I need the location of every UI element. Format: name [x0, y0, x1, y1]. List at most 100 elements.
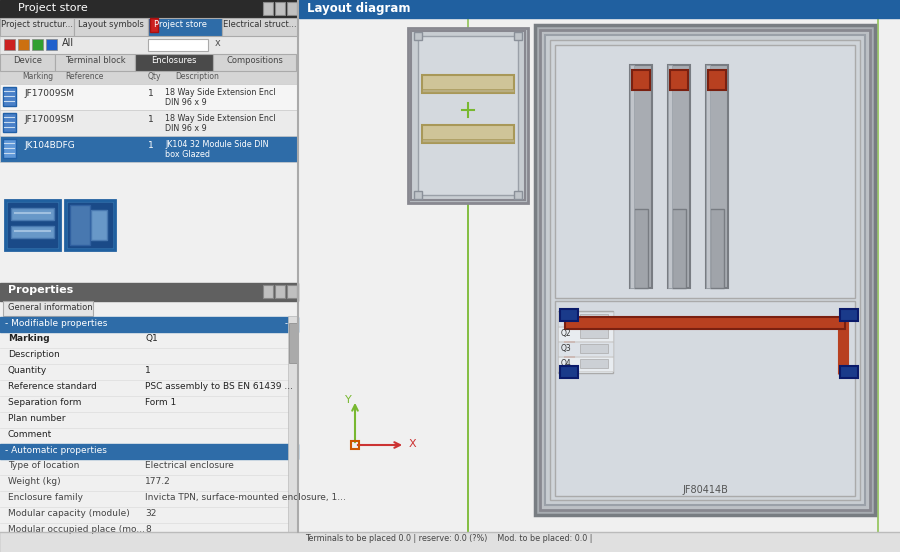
Bar	[3, 301, 93, 316]
Bar	[555, 45, 855, 298]
Bar	[0, 317, 298, 332]
Bar	[8, 203, 57, 247]
Text: Modular capacity (module): Modular capacity (module)	[8, 509, 130, 518]
Text: 1: 1	[148, 141, 154, 150]
Text: Invicta TPN, surface-mounted enclosure, 1...: Invicta TPN, surface-mounted enclosure, …	[145, 493, 346, 502]
Bar	[148, 18, 222, 36]
Text: Y: Y	[345, 395, 352, 405]
Bar	[11, 226, 54, 238]
Bar	[580, 314, 608, 323]
Text: 177.2: 177.2	[145, 477, 171, 486]
Text: Project structur...: Project structur...	[1, 20, 73, 29]
Bar	[287, 2, 297, 15]
Text: Project store: Project store	[18, 3, 88, 13]
Text: Reference: Reference	[65, 72, 104, 81]
Bar	[65, 200, 115, 250]
Bar	[91, 210, 107, 240]
Bar	[4, 39, 15, 50]
Text: 1: 1	[148, 89, 154, 98]
Bar	[580, 344, 608, 353]
Text: Type of location: Type of location	[8, 461, 79, 470]
Text: Q1: Q1	[145, 334, 158, 343]
Bar	[287, 285, 297, 298]
Text: 1: 1	[148, 115, 154, 124]
Bar	[299, 0, 900, 552]
Bar	[288, 316, 298, 539]
Text: Layout diagram: Layout diagram	[307, 2, 410, 15]
Bar	[18, 39, 29, 50]
Text: Description: Description	[8, 350, 59, 359]
Bar	[70, 205, 90, 245]
Bar	[0, 0, 298, 552]
Text: Q2: Q2	[561, 329, 572, 338]
Bar	[414, 32, 422, 40]
Bar	[222, 18, 298, 36]
Bar	[840, 366, 858, 378]
Bar	[672, 209, 686, 288]
Text: Properties: Properties	[8, 285, 73, 295]
Bar	[0, 0, 298, 18]
Bar	[74, 18, 148, 36]
Text: Electrical struct...: Electrical struct...	[223, 20, 297, 29]
Bar	[213, 54, 296, 71]
Bar	[275, 285, 285, 298]
Bar	[32, 39, 43, 50]
Bar	[535, 25, 875, 515]
Bar	[0, 136, 298, 162]
Bar	[630, 65, 652, 288]
Text: 32: 32	[145, 509, 157, 518]
Bar	[5, 200, 60, 250]
Bar	[135, 54, 213, 71]
Bar	[580, 329, 608, 338]
Bar	[422, 139, 514, 142]
Bar	[558, 312, 613, 326]
Bar	[514, 32, 522, 40]
Bar	[540, 30, 870, 510]
Text: Device: Device	[13, 56, 42, 65]
Bar	[3, 113, 16, 132]
Bar	[560, 366, 578, 378]
Bar	[580, 359, 608, 368]
Text: Plan number: Plan number	[8, 414, 66, 423]
Text: 1: 1	[145, 366, 151, 375]
Bar	[411, 31, 525, 200]
Bar	[558, 327, 613, 341]
Text: All: All	[62, 38, 74, 48]
Bar	[558, 311, 613, 373]
Text: Weight (kg): Weight (kg)	[8, 477, 60, 486]
Bar	[46, 39, 57, 50]
Bar	[545, 35, 865, 505]
Bar	[565, 317, 845, 329]
Text: Separation form: Separation form	[8, 398, 81, 407]
Bar	[840, 309, 858, 321]
Text: DIN 96 x 9: DIN 96 x 9	[165, 124, 207, 133]
Text: Q1: Q1	[561, 314, 572, 323]
Text: Enclosures: Enclosures	[151, 56, 197, 65]
Bar	[668, 65, 690, 288]
Bar	[150, 18, 158, 32]
Text: Reference standard: Reference standard	[8, 382, 97, 391]
Bar	[0, 532, 900, 552]
Text: x: x	[215, 38, 220, 48]
Bar	[263, 285, 273, 298]
Bar	[706, 65, 710, 288]
Text: General information: General information	[8, 303, 93, 312]
Bar	[0, 444, 298, 459]
Text: Form 1: Form 1	[145, 398, 176, 407]
Text: X: X	[409, 439, 417, 449]
Bar	[710, 209, 724, 288]
Bar	[68, 203, 112, 247]
Bar	[408, 28, 528, 203]
Bar	[422, 125, 514, 143]
Bar	[299, 0, 900, 18]
Bar	[668, 65, 672, 288]
Text: Enclosure family: Enclosure family	[8, 493, 83, 502]
Bar	[555, 301, 855, 496]
Bar	[414, 191, 422, 199]
Bar	[630, 65, 634, 288]
Bar	[0, 18, 74, 36]
Bar	[289, 323, 297, 363]
Bar	[0, 54, 55, 71]
Bar	[634, 209, 648, 288]
Text: Q3: Q3	[561, 344, 572, 353]
